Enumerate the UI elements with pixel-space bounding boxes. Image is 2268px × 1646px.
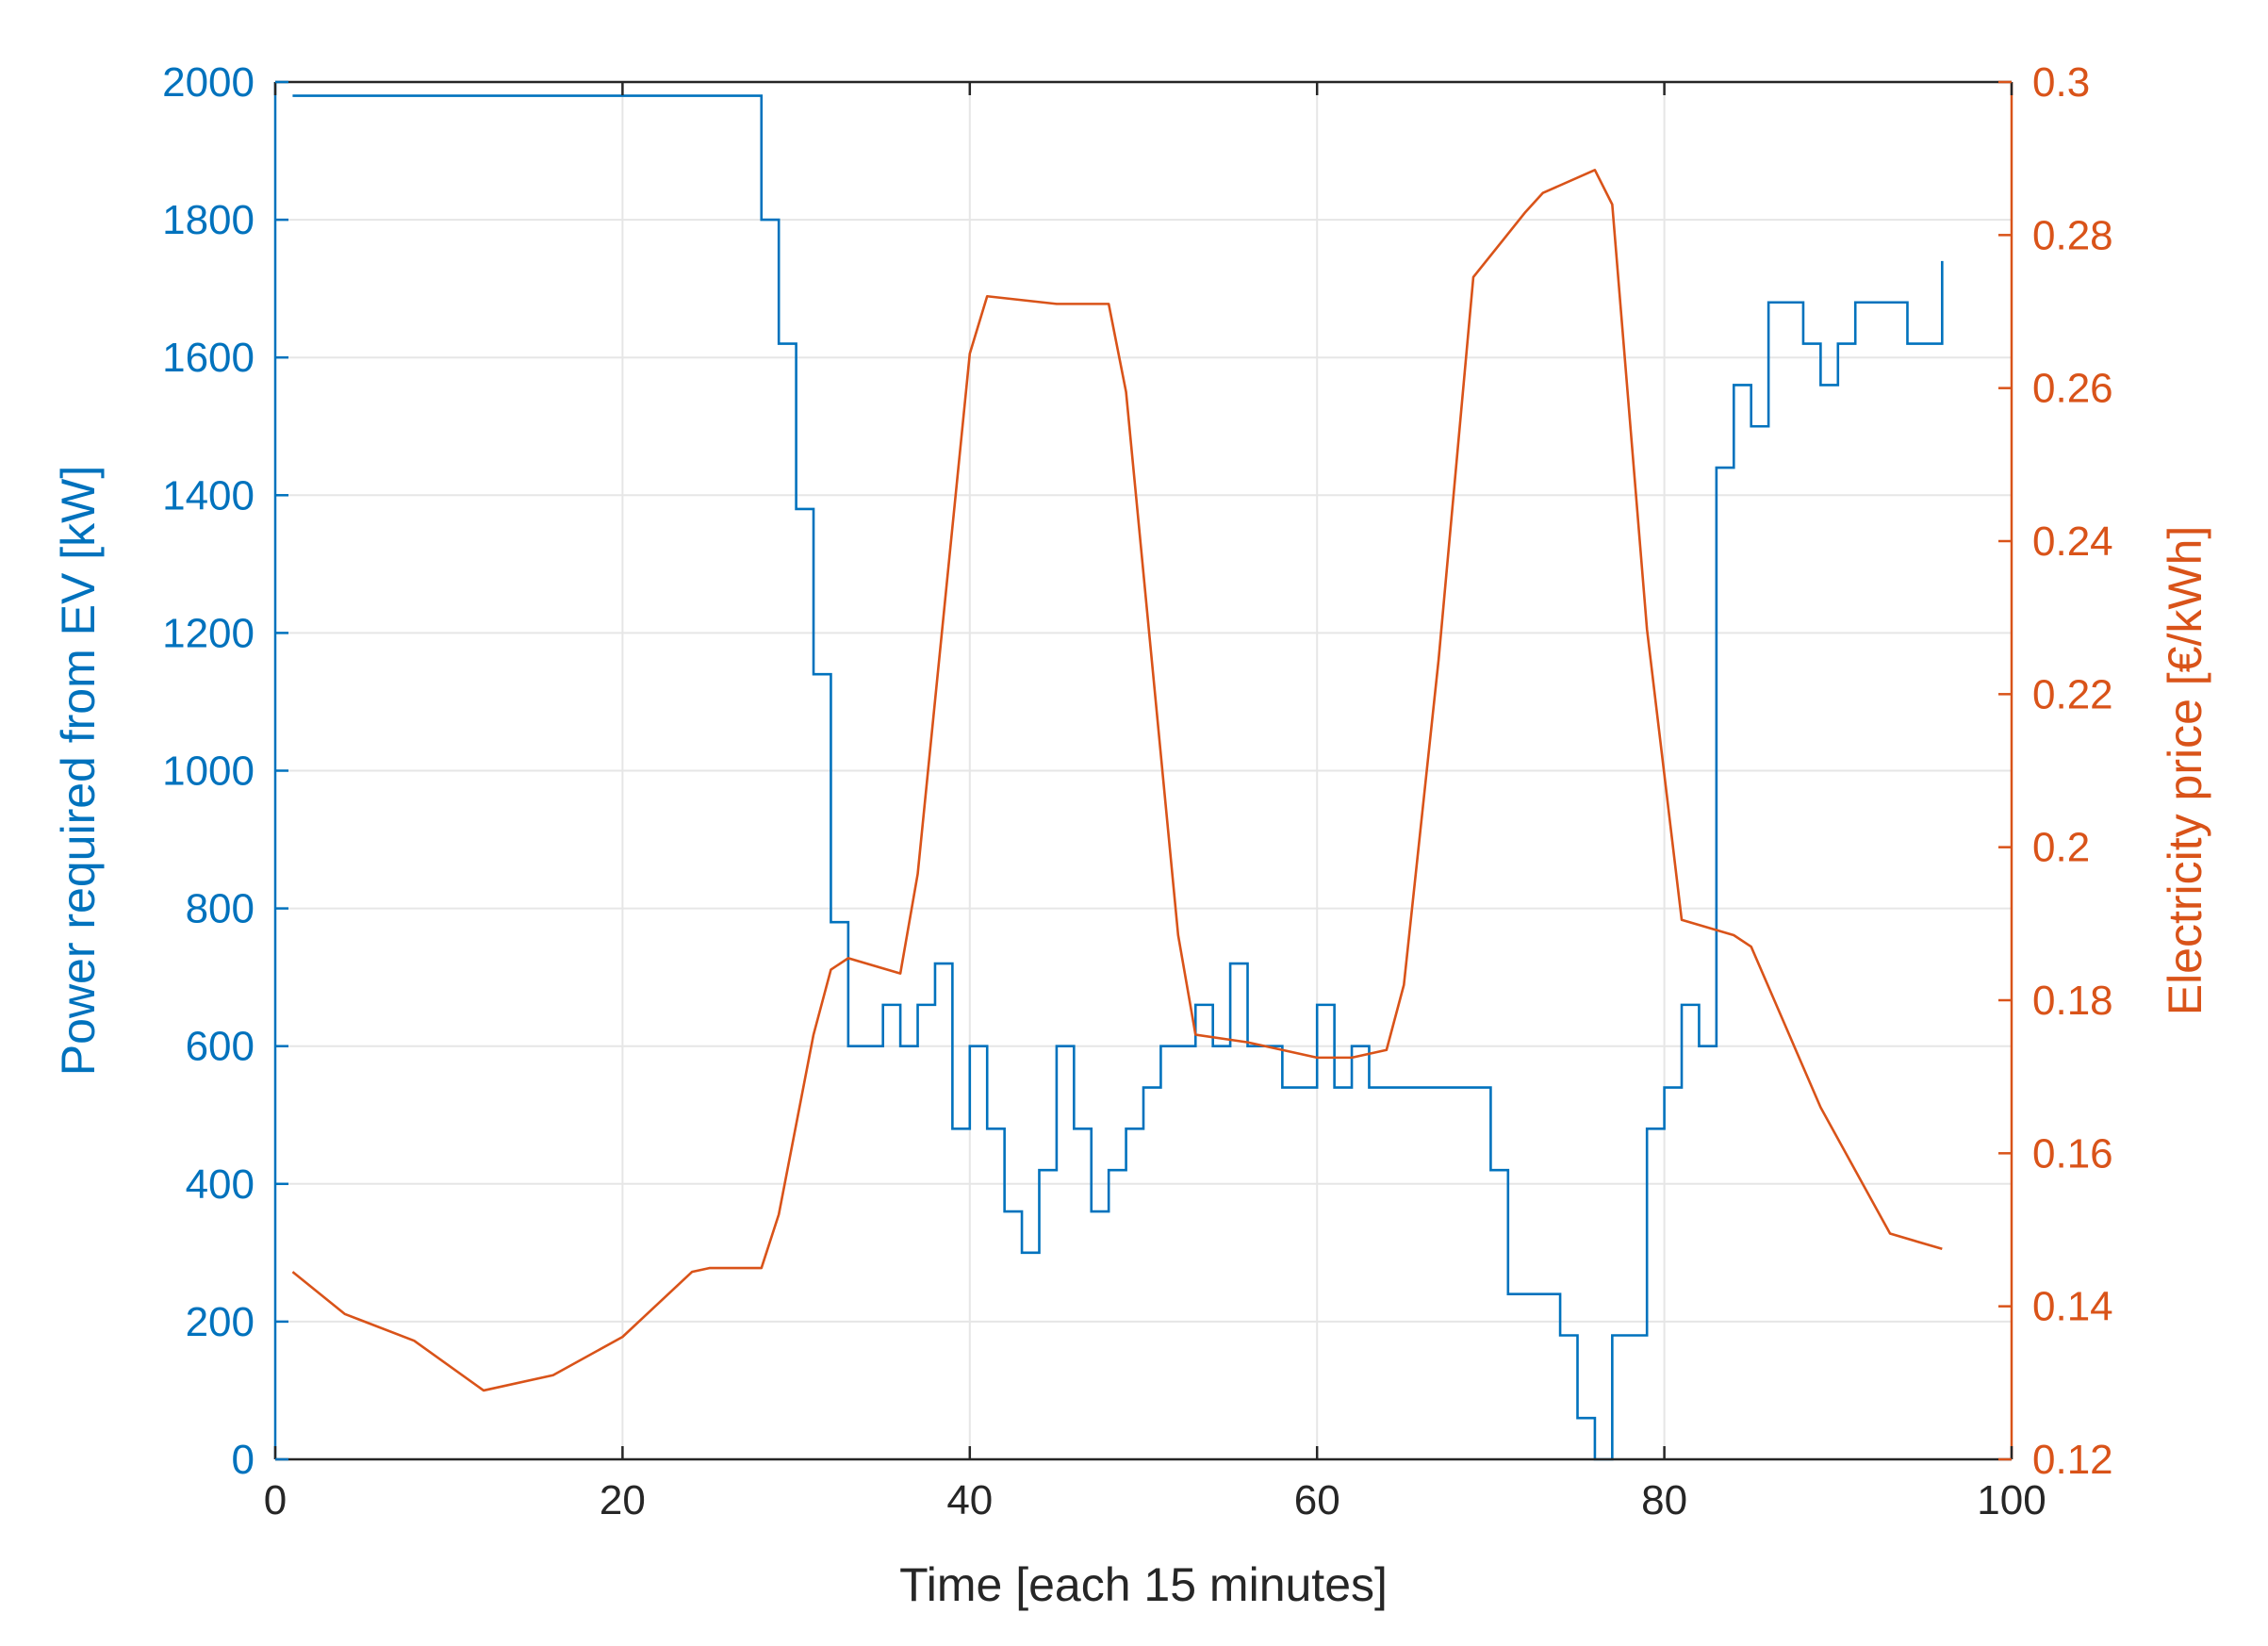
y-axis-right-label: Electricity price [€/kWh] bbox=[2159, 526, 2211, 1016]
x-tick-label: 80 bbox=[1641, 1477, 1687, 1523]
y-axis-left-label: Power required from EV [kW] bbox=[52, 466, 105, 1076]
grid-lines bbox=[275, 82, 2012, 1459]
series-power-line bbox=[292, 94, 1944, 1461]
y-left-tick-label: 0 bbox=[232, 1437, 255, 1483]
x-tick-label: 0 bbox=[264, 1477, 287, 1523]
y-right-tick-label: 0.28 bbox=[2032, 212, 2113, 258]
y-left-tick-label: 1600 bbox=[162, 335, 255, 381]
x-tick-label: 60 bbox=[1294, 1477, 1340, 1523]
x-axis-label: Time [each 15 minutes] bbox=[899, 1558, 1388, 1611]
axes bbox=[273, 80, 2013, 1461]
y-left-tick-label: 200 bbox=[186, 1299, 255, 1345]
y-right-tick-label: 0.16 bbox=[2032, 1130, 2113, 1177]
y-right-tick-label: 0.14 bbox=[2032, 1284, 2113, 1330]
y-left-tick-label: 1400 bbox=[162, 472, 255, 518]
x-tick-label: 100 bbox=[1977, 1477, 2046, 1523]
y-left-tick-label: 1800 bbox=[162, 197, 255, 243]
y-right-tick-label: 0.22 bbox=[2032, 671, 2113, 717]
tick-labels: 0 20 40 60 80 1000200400600800100012001400160… bbox=[162, 59, 2113, 1523]
y-right-tick-label: 0.3 bbox=[2032, 59, 2090, 106]
y-left-tick-label: 800 bbox=[186, 886, 255, 932]
y-right-tick-label: 0.2 bbox=[2032, 825, 2090, 871]
y-right-tick-label: 0.26 bbox=[2032, 366, 2113, 412]
series-price-line bbox=[291, 169, 1943, 1392]
y-left-tick-label: 1200 bbox=[162, 610, 255, 656]
y-left-tick-label: 1000 bbox=[162, 749, 255, 795]
y-right-tick-label: 0.18 bbox=[2032, 978, 2113, 1024]
y-left-tick-label: 400 bbox=[186, 1161, 255, 1208]
y-right-tick-label: 0.12 bbox=[2032, 1437, 2113, 1483]
y-right-tick-label: 0.24 bbox=[2032, 518, 2113, 565]
x-tick-label: 20 bbox=[600, 1477, 646, 1523]
y-left-tick-label: 600 bbox=[186, 1024, 255, 1070]
x-tick-label: 40 bbox=[946, 1477, 993, 1523]
y-left-tick-label: 2000 bbox=[162, 59, 255, 106]
series-layer bbox=[291, 94, 1944, 1461]
